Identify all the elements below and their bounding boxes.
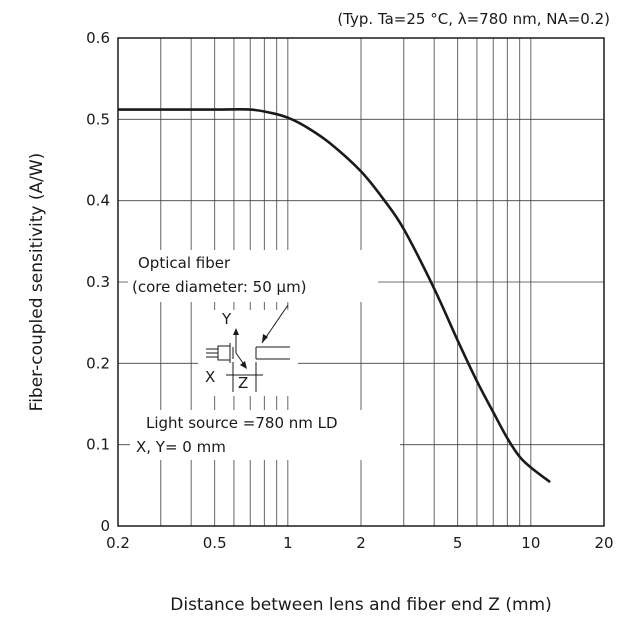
x-tick-label: 20 — [594, 534, 613, 552]
axis-x-label: X — [205, 368, 215, 386]
annotation-background — [128, 250, 378, 302]
axis-z-label: Z — [238, 374, 248, 392]
tick-labels: 0.2 0.5 1 2 5 10 20 0 0.1 0.2 0.3 0.4 0.5 0.6 — [86, 29, 613, 552]
x-tick-label: 5 — [453, 534, 463, 552]
y-tick-label: 0.5 — [86, 110, 110, 128]
y-tick-label: 0.2 — [86, 354, 110, 372]
setup-diagram: Optical fiber (core diameter: 50 μm) Y X… — [132, 254, 338, 456]
y-axis-label: Fiber-coupled sensitivity (A/W) — [27, 153, 47, 412]
fiber-pointer-arrowhead — [262, 334, 268, 343]
conditions-note: (Typ. Ta=25 °C, λ=780 nm, NA=0.2) — [337, 10, 610, 28]
y-tick-label: 0.1 — [86, 436, 110, 454]
y-tick-label: 0.3 — [86, 273, 110, 291]
x-axis-label: Distance between lens and fiber end Z (m… — [170, 595, 551, 615]
y-tick-label: 0.6 — [86, 29, 110, 47]
y-tick-label: 0 — [100, 517, 110, 535]
light-source-line2: X, Y= 0 mm — [136, 438, 226, 456]
plot-frame — [117, 37, 605, 527]
annotation-backgrounds — [128, 250, 400, 460]
x-tick-label: 0.5 — [203, 534, 227, 552]
series-layer — [118, 108, 551, 484]
x-tick-label: 2 — [356, 534, 366, 552]
x-axis-arrowhead — [240, 361, 247, 369]
x-tick-label: 10 — [521, 534, 540, 552]
x-tick-label: 1 — [283, 534, 293, 552]
x-tick-label: 0.2 — [106, 534, 130, 552]
y-tick-label: 0.4 — [86, 192, 110, 210]
fiber-label-line1: Optical fiber — [138, 254, 231, 272]
light-source-line1: Light source =780 nm LD — [146, 414, 338, 432]
sensitivity-curve — [118, 108, 551, 484]
axis-y-label: Y — [221, 310, 232, 328]
fiber-label-line2: (core diameter: 50 μm) — [132, 278, 307, 296]
annotation-background — [130, 410, 400, 460]
y-axis-arrowhead — [233, 328, 239, 335]
